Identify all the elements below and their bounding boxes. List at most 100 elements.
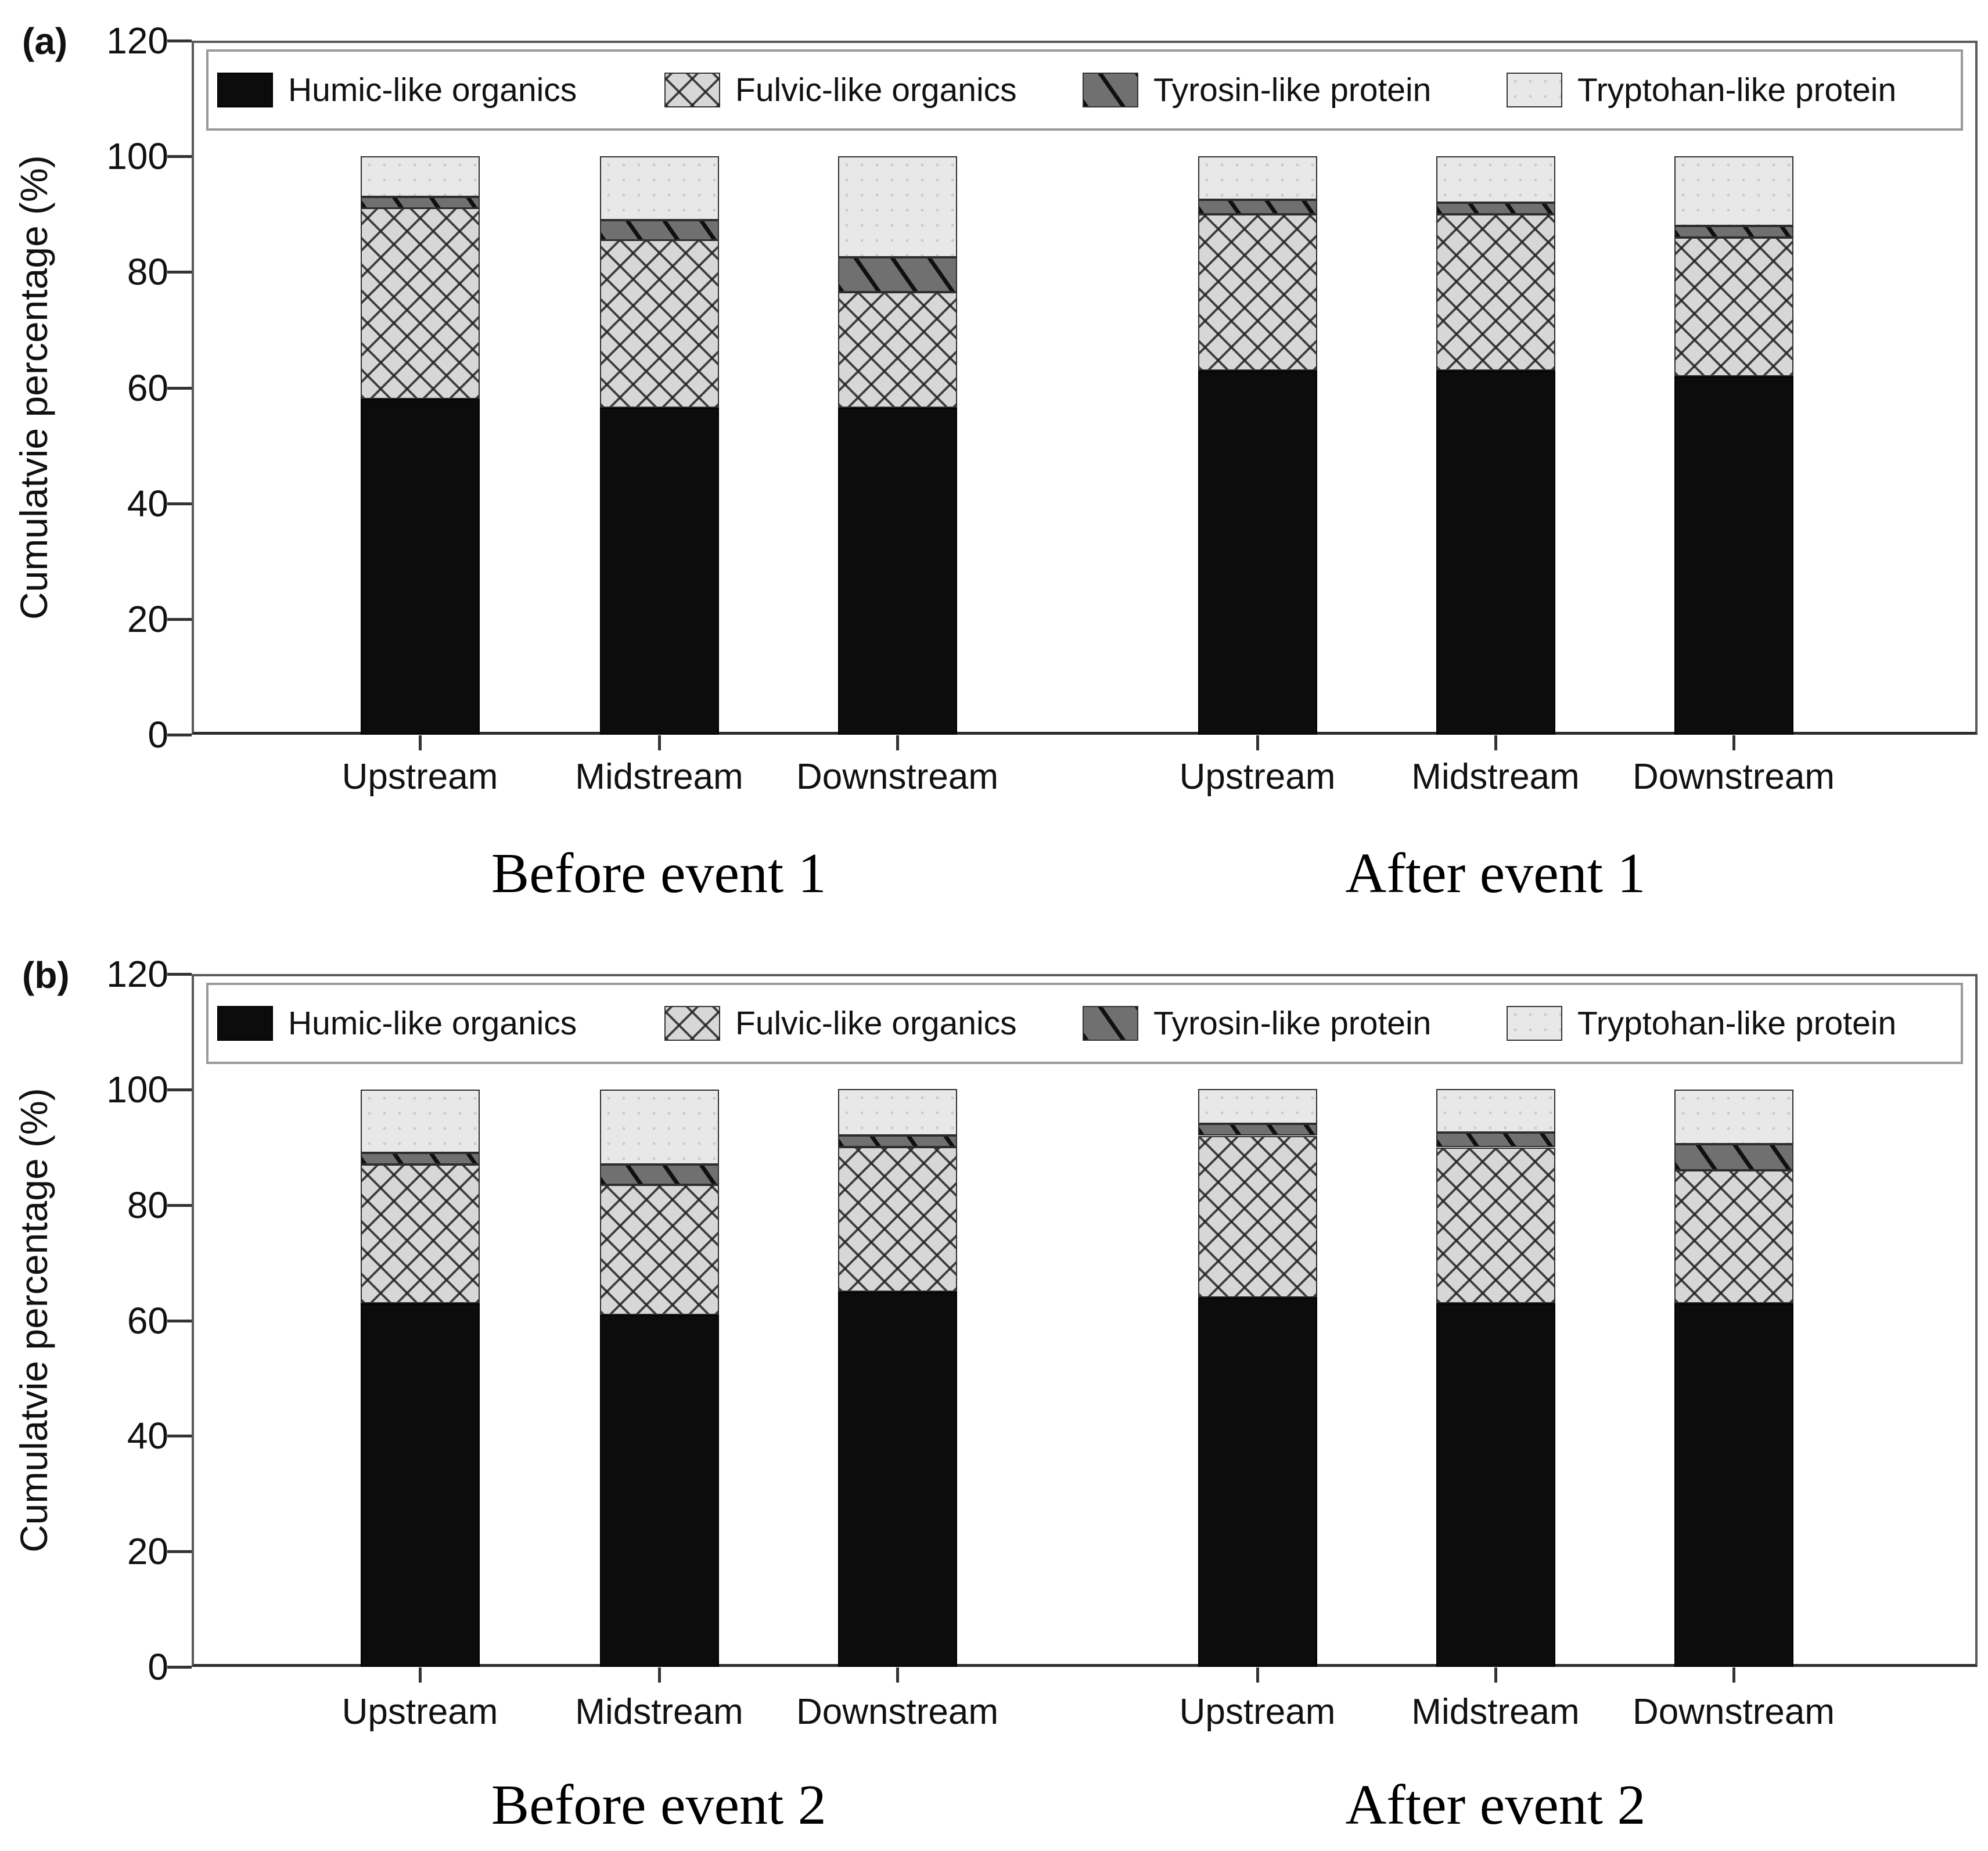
legend-entry-humic: Humic-like organics <box>217 985 577 1062</box>
x-tick-label-5: Downstream <box>1633 1692 1835 1732</box>
y-tick-label: 40 <box>127 482 168 524</box>
bar-segment-fulvic <box>1674 1170 1793 1303</box>
legend-swatch-tryptohan-icon <box>1507 1006 1562 1041</box>
x-tick-label-3: Upstream <box>1179 1692 1336 1732</box>
y-tick-label: 100 <box>106 1068 168 1110</box>
legend-entry-fulvic: Fulvic-like organics <box>664 52 1017 128</box>
y-tick-label: 60 <box>127 366 168 409</box>
y-tick-mark <box>167 155 192 159</box>
x-tick-label-5: Downstream <box>1633 757 1835 797</box>
bar-segment-tryptohan <box>1674 156 1793 226</box>
y-tick-label: 120 <box>106 20 168 62</box>
y-tick-mark <box>167 1203 192 1207</box>
legend-entry-tyrosin: Tyrosin-like protein <box>1083 52 1431 128</box>
y-tick-label: 20 <box>127 598 168 640</box>
bar-segment-humic <box>360 1303 480 1667</box>
bar-segment-humic <box>1198 1298 1317 1667</box>
bar-segment-fulvic <box>1198 1136 1317 1298</box>
group-subtitle-0: Before event 1 <box>491 842 826 905</box>
legend-swatch-humic-icon <box>217 1006 273 1041</box>
bar-segment-tryptohan <box>360 156 480 197</box>
bar-segment-tryptohan <box>837 1089 957 1135</box>
x-tick-mark <box>419 735 422 750</box>
x-tick-mark <box>1256 735 1259 750</box>
y-tick-mark <box>167 386 192 390</box>
bar-segment-tyrosin <box>1436 1133 1555 1147</box>
bar-segment-fulvic <box>837 292 957 408</box>
bar-segment-fulvic <box>599 1185 719 1315</box>
x-tick-label-4: Midstream <box>1411 1692 1580 1732</box>
y-tick-mark <box>167 1319 192 1322</box>
legend-label-tryptohan: Tryptohan-like protein <box>1577 1005 1897 1042</box>
bar-segment-tyrosin <box>360 197 480 209</box>
y-tick-label: 60 <box>127 1299 168 1342</box>
x-tick-mark <box>1256 1667 1259 1683</box>
bar-segment-tryptohan <box>1436 1089 1555 1133</box>
bar-segment-humic <box>837 1292 957 1667</box>
panel-b-letter: (b) <box>22 954 70 996</box>
y-tick-label: 0 <box>148 1646 168 1688</box>
bar-segment-fulvic <box>360 208 480 399</box>
y-tick-mark <box>167 271 192 274</box>
bar-midstream-4 <box>1436 41 1555 735</box>
bar-segment-tyrosin <box>1198 200 1317 214</box>
x-tick-label-0: Upstream <box>341 757 498 797</box>
y-axis-title-panel-b: Cumulatvie percentage (%) <box>12 1088 55 1553</box>
x-tick-mark <box>1494 735 1497 750</box>
y-tick-mark <box>167 617 192 621</box>
bar-segment-tyrosin <box>837 1135 957 1147</box>
y-tick-label: 120 <box>106 953 168 995</box>
bar-segment-tyrosin <box>1436 203 1555 214</box>
bar-midstream-1 <box>599 41 719 735</box>
bar-segment-tryptohan <box>599 1090 719 1164</box>
x-tick-mark <box>419 1667 422 1683</box>
legend-label-humic: Humic-like organics <box>288 71 577 109</box>
bar-segment-fulvic <box>1436 214 1555 371</box>
x-tick-label-2: Downstream <box>796 1692 998 1732</box>
legend-label-fulvic: Fulvic-like organics <box>735 71 1017 109</box>
y-tick-label: 80 <box>127 1184 168 1226</box>
bar-downstream-2 <box>837 974 957 1667</box>
bar-downstream-2 <box>837 41 957 735</box>
bar-downstream-5 <box>1674 41 1793 735</box>
bar-segment-tryptohan <box>1198 156 1317 200</box>
bar-midstream-4 <box>1436 974 1555 1667</box>
legend-label-tryptohan: Tryptohan-like protein <box>1577 71 1897 109</box>
bar-segment-humic <box>360 399 480 735</box>
y-tick-label: 0 <box>148 714 168 756</box>
bar-midstream-1 <box>599 974 719 1667</box>
x-tick-label-1: Midstream <box>575 1692 743 1732</box>
bar-segment-tyrosin <box>360 1153 480 1164</box>
bar-segment-tyrosin <box>599 1164 719 1185</box>
legend-entry-tryptohan: Tryptohan-like protein <box>1507 985 1896 1062</box>
bar-segment-humic <box>1198 371 1317 735</box>
panel-a-letter: (a) <box>22 20 68 62</box>
bar-segment-tryptohan <box>360 1090 480 1153</box>
group-subtitle-0: Before event 2 <box>491 1774 826 1836</box>
legend-swatch-fulvic-icon <box>664 73 720 107</box>
bar-segment-humic <box>1674 1303 1793 1667</box>
x-tick-label-2: Downstream <box>796 757 998 797</box>
bar-segment-fulvic <box>837 1147 957 1292</box>
bar-upstream-0 <box>360 41 480 735</box>
bar-downstream-5 <box>1674 974 1793 1667</box>
y-tick-mark <box>167 973 192 976</box>
legend: Humic-like organics Fulvic-like organics T… <box>206 49 1963 131</box>
y-tick-mark <box>167 1550 192 1554</box>
legend-label-tyrosin: Tyrosin-like protein <box>1153 71 1432 109</box>
bar-segment-tyrosin <box>599 220 719 240</box>
y-tick-mark <box>167 1666 192 1669</box>
y-tick-label: 80 <box>127 251 168 293</box>
bar-segment-humic <box>599 1315 719 1667</box>
legend-swatch-tyrosin-icon <box>1083 73 1138 107</box>
legend-swatch-humic-icon <box>217 73 273 107</box>
bar-segment-humic <box>1674 376 1793 735</box>
legend-swatch-tyrosin-icon <box>1083 1006 1138 1041</box>
legend-swatch-tryptohan-icon <box>1507 73 1562 107</box>
bar-segment-tryptohan <box>1436 156 1555 203</box>
x-tick-mark <box>896 735 899 750</box>
bar-segment-tyrosin <box>1198 1124 1317 1135</box>
bar-segment-fulvic <box>1198 214 1317 371</box>
x-tick-label-3: Upstream <box>1179 757 1336 797</box>
